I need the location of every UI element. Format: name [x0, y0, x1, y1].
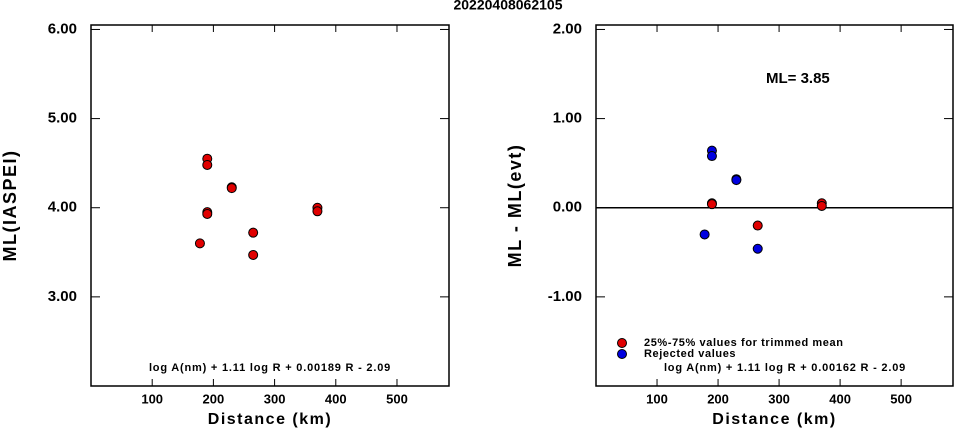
- formula: log A(nm) + 1.11 log R + 0.00189 R - 2.0…: [149, 362, 391, 374]
- y-tick-label: 4.00: [48, 199, 77, 216]
- x-tick-label: 300: [768, 391, 790, 406]
- point: [194, 238, 205, 249]
- point: [706, 151, 717, 162]
- legend-swatch: [617, 349, 627, 359]
- point: [248, 227, 259, 238]
- y-tick-label: 2.00: [553, 20, 582, 37]
- x-tick-label: 500: [890, 391, 912, 406]
- point: [202, 159, 213, 170]
- x-tick-label: 100: [141, 391, 163, 406]
- plot-frame: [90, 24, 450, 387]
- magnitude-note: ML= 3.85: [766, 70, 830, 87]
- y-tick-label: 5.00: [48, 110, 77, 127]
- y-tick-label: 1.00: [553, 110, 582, 127]
- point: [752, 220, 763, 231]
- y-tick-label: 3.00: [48, 288, 77, 305]
- legend-label: 25%-75% values for trimmed mean: [644, 337, 844, 349]
- x-tick-label: 200: [203, 391, 225, 406]
- x-tick-label: 400: [325, 391, 347, 406]
- x-tick-label: 300: [264, 391, 286, 406]
- plot-frame: [595, 24, 954, 387]
- formula: log A(nm) + 1.11 log R + 0.00162 R - 2.0…: [664, 362, 906, 374]
- point: [731, 175, 742, 186]
- point: [202, 208, 213, 219]
- y-tick-label: 0.00: [553, 199, 582, 216]
- point: [816, 200, 827, 211]
- point: [752, 243, 763, 254]
- y-tick-label: -1.00: [548, 288, 582, 305]
- x-tick-label: 400: [829, 391, 851, 406]
- x-axis-label: Distance (km): [712, 411, 836, 428]
- legend-swatch: [617, 338, 627, 348]
- point: [706, 199, 717, 210]
- x-axis-label: Distance (km): [208, 411, 332, 428]
- x-tick-label: 200: [707, 391, 729, 406]
- point: [699, 229, 710, 240]
- x-tick-label: 500: [386, 391, 408, 406]
- point: [226, 183, 237, 194]
- point: [312, 206, 323, 217]
- page-title: 20220408062105: [453, 0, 562, 13]
- y-axis-label: ML - ML(evt): [505, 144, 525, 268]
- y-axis-label: ML(IASPEI): [0, 150, 20, 262]
- y-tick-label: 6.00: [48, 20, 77, 37]
- point: [248, 249, 259, 260]
- x-tick-label: 100: [646, 391, 668, 406]
- legend-label: Rejected values: [644, 348, 736, 360]
